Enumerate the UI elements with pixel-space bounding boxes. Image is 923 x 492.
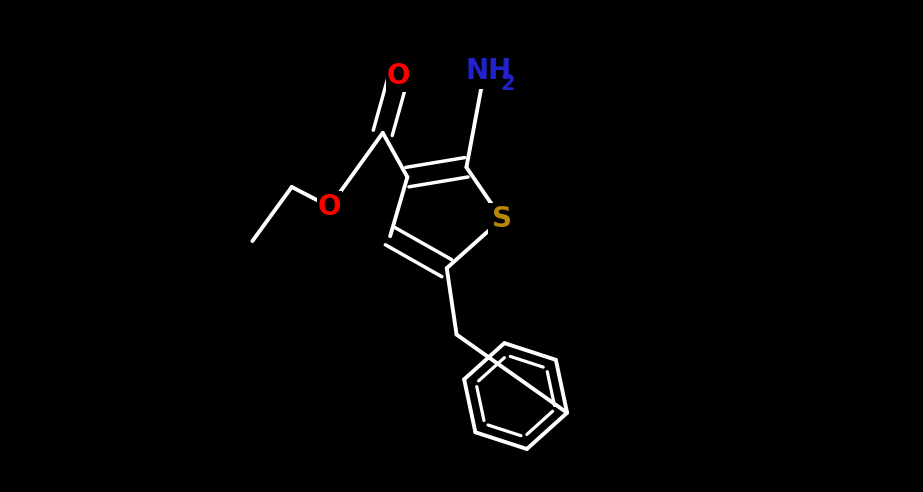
Text: NH: NH — [465, 58, 511, 85]
Text: S: S — [492, 205, 512, 233]
FancyBboxPatch shape — [488, 203, 515, 235]
Text: O: O — [318, 193, 342, 220]
FancyBboxPatch shape — [473, 54, 517, 89]
Text: O: O — [387, 62, 411, 90]
FancyBboxPatch shape — [318, 190, 342, 222]
FancyBboxPatch shape — [386, 60, 411, 92]
Text: 2: 2 — [500, 74, 514, 93]
